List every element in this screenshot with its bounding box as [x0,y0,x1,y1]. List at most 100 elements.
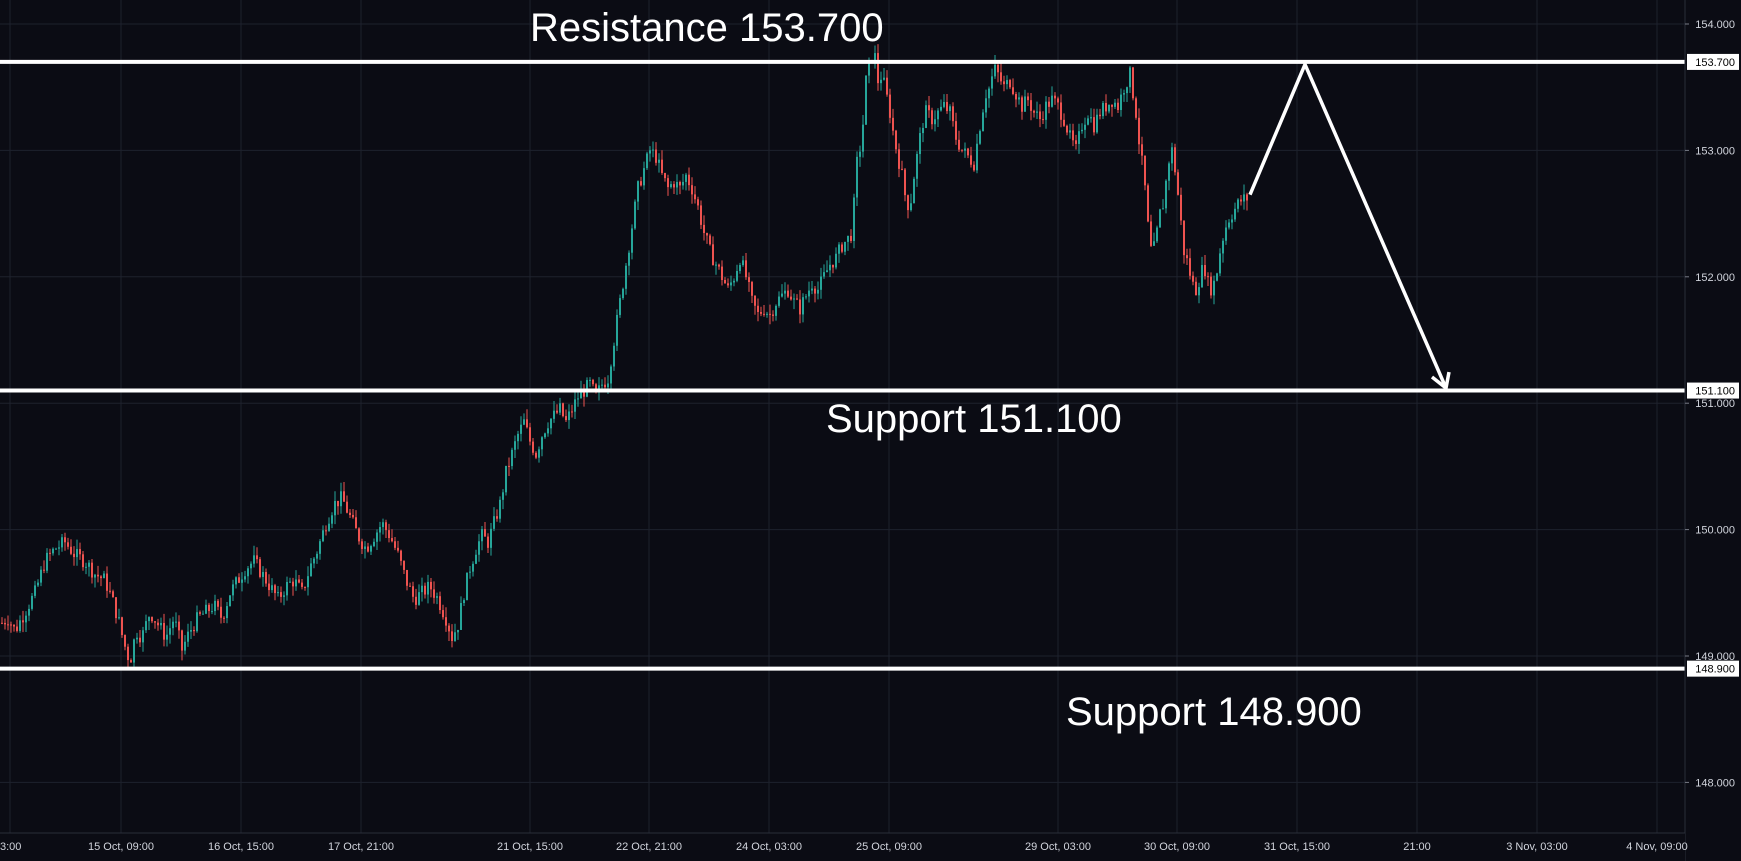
candle-body [439,596,441,611]
candle-body [259,559,261,577]
price-axis[interactable]: 148.000 149.000 150.000 151.000 152.000 153.0… [1684,0,1741,861]
candle-body [799,299,801,315]
candle-body [298,579,300,583]
candle-body [115,597,117,619]
candle-body [850,235,852,242]
candle-body [541,437,543,450]
candle-body [622,288,624,299]
candle-body [544,433,546,438]
candle-body [10,624,12,626]
candle-body [859,151,861,157]
candle-body [85,566,87,568]
candle-body [214,600,216,612]
candle-body [196,612,198,632]
candle-body [964,148,966,151]
candle-body [613,345,615,367]
candle-body [25,615,27,623]
candle-body [736,271,738,281]
candle-body [1006,80,1008,85]
candle-body [793,298,795,300]
candle-body [670,184,672,188]
candle-body [256,555,258,560]
candle-body [430,581,432,590]
candle-body [751,282,753,296]
candle-body [274,585,276,594]
candle-body [601,384,603,386]
candle-body [1117,102,1119,111]
candle-body [955,121,957,140]
candle-body [484,529,486,537]
candle-body [928,105,930,111]
candle-body [106,573,108,591]
candle-body [166,634,168,640]
candle-body [391,538,393,542]
candle-body [358,528,360,542]
candle-body [511,449,513,467]
candle-body [1123,93,1125,95]
candle-body [322,530,324,542]
candle-body [367,546,369,552]
candle-body [790,296,792,300]
candle-body [844,241,846,252]
candle-body [1219,253,1221,274]
candle-body [463,600,465,604]
candle-body [730,282,732,286]
candle-body [163,622,165,640]
candle-body [565,416,567,421]
candle-body [4,622,6,625]
candle-body [532,441,534,453]
candle-body [112,591,114,598]
candle-body [1012,87,1014,94]
candle-body [592,379,594,385]
candle-body [178,621,180,631]
y-tick-label: 149.000 [1695,651,1735,663]
candle-body [235,577,237,585]
candle-body [805,296,807,298]
candle-body [991,76,993,89]
candle-body [664,172,666,179]
candle-body [469,571,471,573]
candle-body [304,586,306,588]
candle-body [79,549,81,555]
support-annotation-mid: Support 151.100 [826,397,1122,441]
candle-body [700,205,702,225]
candle-body [487,536,489,548]
candle-body [952,106,954,122]
candle-body [1147,185,1149,222]
candle-body [313,558,315,564]
candle-body [814,288,816,294]
x-tick-label: 17 Oct, 21:00 [328,841,394,853]
candle-body [1204,265,1206,277]
candle-body [1180,194,1182,221]
candle-body [1063,119,1065,126]
candle-body [535,452,537,458]
x-tick-label: 4 Nov, 09:00 [1626,841,1688,853]
candle-body [1030,100,1032,111]
candle-body [1186,255,1188,259]
x-tick-label: 3 Nov, 03:00 [1506,841,1568,853]
candle-body [1171,147,1173,164]
candle-body [481,529,483,542]
candle-body [718,264,720,267]
candle-body [1246,194,1248,201]
candle-body [355,517,357,529]
candle-body [421,585,423,593]
candle-body [130,660,132,663]
candle-body [1240,199,1242,202]
candle-body [121,617,123,636]
candle-body [148,617,150,622]
candle-body [241,579,243,583]
time-axis[interactable]: 3:00 15 Oct, 09:00 16 Oct, 15:00 17 Oct, 21… [0,832,1688,861]
candle-body [580,390,582,399]
y-tick-label: 153.000 [1695,145,1735,157]
candle-body [745,260,747,278]
candle-body [568,411,570,421]
candle-body [7,624,9,626]
candle-body [1192,275,1194,282]
projection-arrow [1248,60,1451,392]
candle-body [1060,102,1062,120]
candle-body [406,569,408,586]
candle-body [154,621,156,623]
candle-body [244,576,246,580]
